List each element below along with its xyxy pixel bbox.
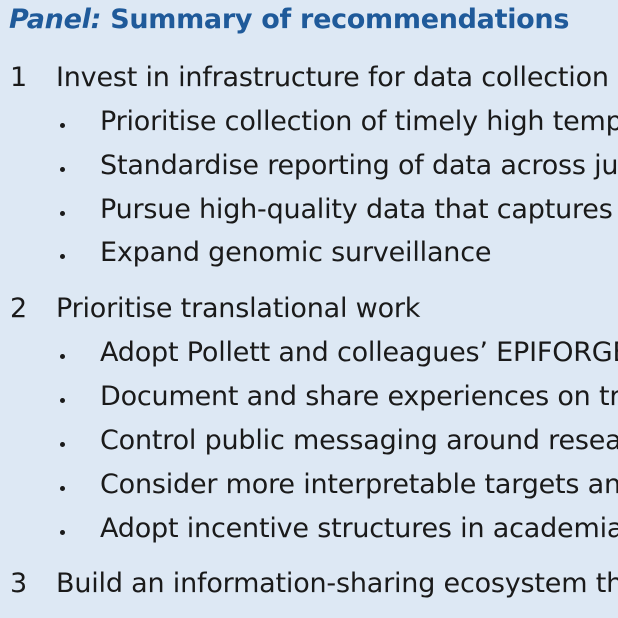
list-item-text: Prioritise collection of timely high tem…	[100, 106, 618, 137]
bullet-icon	[60, 442, 65, 447]
recommendation-2: 2 Prioritise translational work	[0, 293, 618, 331]
recommendation-number: 3	[10, 568, 28, 599]
list-item: Control public messaging around researc	[0, 425, 618, 463]
bullet-icon	[60, 398, 65, 403]
bullet-icon	[60, 123, 65, 128]
recommendation-number: 1	[10, 62, 28, 93]
list-item-text: Expand genomic surveillance	[100, 237, 492, 268]
bullet-icon	[60, 354, 65, 359]
recommendation-number: 2	[10, 293, 28, 324]
recommendation-text: Prioritise translational work	[56, 293, 421, 324]
panel-label: Panel:	[9, 4, 102, 35]
list-item: Consider more interpretable targets and	[0, 469, 618, 507]
list-item: Standardise reporting of data across jur…	[0, 150, 618, 188]
list-item-text: Document and share experiences on tran	[100, 381, 618, 412]
recommendation-text: Build an information-sharing ecosystem t…	[56, 568, 618, 599]
list-item-text: Standardise reporting of data across jur…	[100, 150, 618, 181]
list-item: Expand genomic surveillance	[0, 237, 618, 275]
bullet-icon	[60, 530, 65, 535]
list-item-text: Adopt Pollett and colleagues’ EPIFORGE	[100, 337, 618, 368]
recommendation-text: Invest in infrastructure for data collec…	[56, 62, 609, 93]
bullet-icon	[60, 254, 65, 259]
list-item: Adopt incentive structures in academia t	[0, 513, 618, 551]
list-item-text: Pursue high-quality data that captures r…	[100, 194, 618, 225]
bullet-icon	[60, 486, 65, 491]
panel-title: Panel: Summary of recommendations	[9, 4, 569, 35]
list-item-text: Consider more interpretable targets and	[100, 469, 618, 500]
list-item: Pursue high-quality data that captures r…	[0, 194, 618, 232]
bullet-icon	[60, 211, 65, 216]
recommendation-3: 3 Build an information-sharing ecosystem…	[0, 568, 618, 606]
list-item-text: Adopt incentive structures in academia t	[100, 513, 618, 544]
bullet-icon	[60, 167, 65, 172]
list-item-text: Control public messaging around researc	[100, 425, 618, 456]
recommendation-1: 1 Invest in infrastructure for data coll…	[0, 62, 618, 100]
panel-heading: Summary of recommendations	[110, 4, 570, 35]
list-item: Adopt Pollett and colleagues’ EPIFORGE	[0, 337, 618, 375]
list-item: Document and share experiences on tran	[0, 381, 618, 419]
list-item: Prioritise collection of timely high tem…	[0, 106, 618, 144]
